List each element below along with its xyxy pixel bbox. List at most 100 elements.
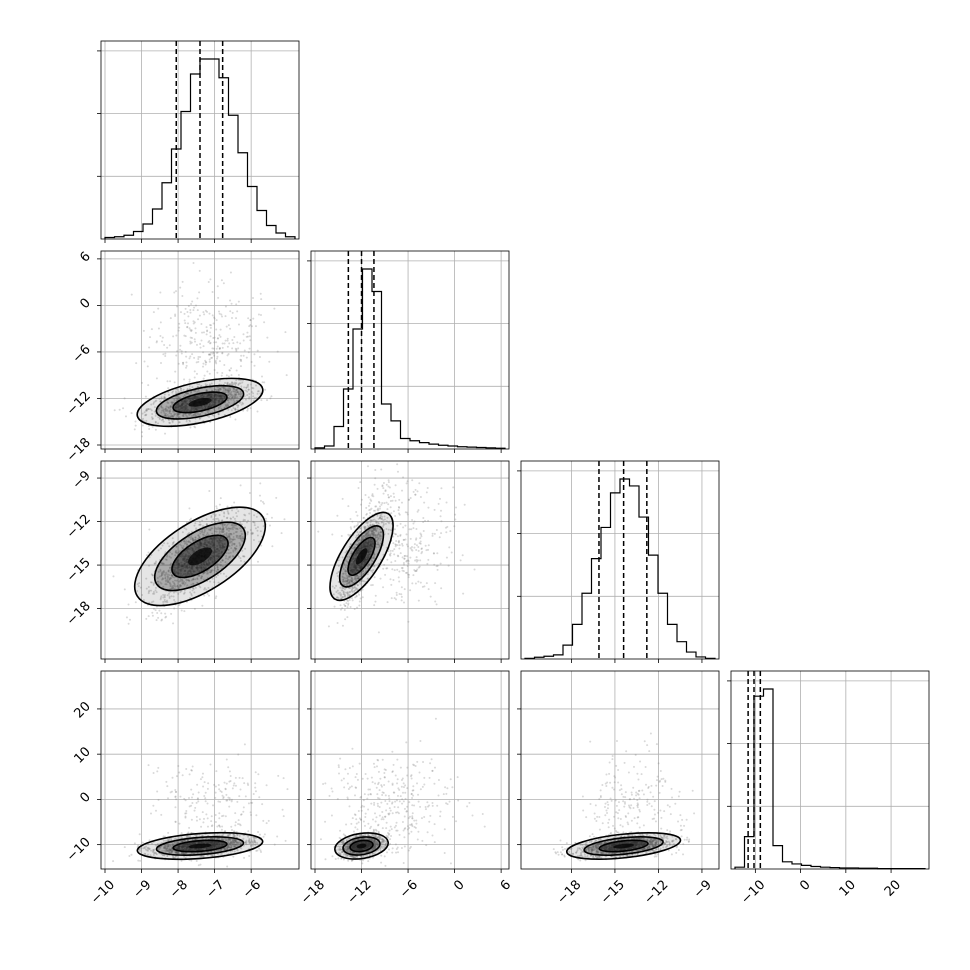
data-point xyxy=(187,547,190,550)
data-point xyxy=(395,598,398,601)
data-point xyxy=(394,533,397,536)
y-tick-label: −6 xyxy=(70,342,94,366)
data-point xyxy=(164,600,167,603)
data-point xyxy=(182,558,185,561)
data-point xyxy=(239,395,242,398)
data-point xyxy=(213,551,216,554)
data-point xyxy=(375,543,378,546)
data-point xyxy=(373,533,376,536)
data-point xyxy=(361,544,364,547)
data-point xyxy=(426,562,429,565)
data-point xyxy=(414,493,417,496)
data-point xyxy=(175,392,178,395)
data-point xyxy=(200,564,203,567)
data-point xyxy=(213,409,216,412)
data-point xyxy=(184,322,187,325)
data-point xyxy=(392,578,395,581)
data-point xyxy=(150,403,153,406)
data-point xyxy=(208,394,211,397)
data-point xyxy=(198,269,201,272)
data-point xyxy=(164,583,167,586)
data-point xyxy=(359,527,362,530)
data-point xyxy=(176,563,179,566)
data-point xyxy=(404,524,407,527)
data-point xyxy=(181,402,184,405)
data-point xyxy=(409,556,412,559)
data-point xyxy=(186,388,189,391)
data-point xyxy=(231,555,234,558)
data-point xyxy=(154,420,157,423)
data-point xyxy=(387,481,390,484)
data-point xyxy=(366,549,369,552)
data-point xyxy=(207,569,210,572)
data-point xyxy=(415,538,418,541)
data-point xyxy=(192,320,195,323)
data-point xyxy=(212,347,215,350)
data-point xyxy=(198,417,201,420)
data-point xyxy=(229,551,232,554)
data-point xyxy=(343,608,346,611)
data-point xyxy=(224,523,227,526)
data-point xyxy=(207,406,210,409)
data-point xyxy=(245,386,248,389)
data-point xyxy=(183,562,186,565)
data-point xyxy=(170,562,173,565)
data-point xyxy=(180,387,183,390)
data-point xyxy=(211,561,214,564)
data-point xyxy=(186,403,189,406)
data-point xyxy=(369,540,372,543)
data-point xyxy=(205,534,208,537)
data-point xyxy=(144,414,147,417)
data-point xyxy=(350,570,353,573)
data-point xyxy=(213,530,216,533)
data-point xyxy=(400,501,403,504)
data-point xyxy=(152,600,155,603)
scatter-panel xyxy=(307,460,510,663)
data-point xyxy=(162,569,165,572)
data-point xyxy=(225,388,228,391)
data-point xyxy=(369,544,372,547)
data-point xyxy=(227,324,230,327)
data-point xyxy=(227,387,230,390)
data-point xyxy=(182,407,185,410)
data-point xyxy=(194,389,197,392)
data-point xyxy=(201,331,204,334)
data-point xyxy=(346,592,349,595)
data-point xyxy=(173,381,176,384)
data-point xyxy=(239,544,242,547)
density-contour xyxy=(355,548,368,565)
data-point xyxy=(214,393,217,396)
data-point xyxy=(226,337,229,340)
data-point xyxy=(232,550,235,553)
data-point xyxy=(427,519,430,522)
data-point xyxy=(230,382,233,385)
data-point xyxy=(186,572,189,575)
data-point xyxy=(357,539,360,542)
data-point xyxy=(414,570,417,573)
data-point xyxy=(239,557,242,560)
data-point xyxy=(346,560,349,563)
data-point xyxy=(206,571,209,574)
data-point xyxy=(191,796,194,799)
data-point xyxy=(209,421,212,424)
data-point xyxy=(212,539,215,542)
data-point xyxy=(216,285,219,288)
data-point xyxy=(357,577,360,580)
data-point xyxy=(148,427,151,430)
data-point xyxy=(397,555,400,558)
data-point xyxy=(358,593,361,596)
data-point xyxy=(164,355,167,358)
data-point xyxy=(197,358,200,361)
data-point xyxy=(398,570,401,573)
data-point xyxy=(351,579,354,582)
data-point xyxy=(171,410,174,413)
data-point xyxy=(234,821,237,824)
data-point xyxy=(217,407,220,410)
data-point xyxy=(227,552,230,555)
data-point xyxy=(218,541,221,544)
data-point xyxy=(369,534,372,537)
data-point xyxy=(387,485,390,488)
data-point xyxy=(357,575,360,578)
data-point xyxy=(211,532,214,535)
data-point xyxy=(213,538,216,541)
